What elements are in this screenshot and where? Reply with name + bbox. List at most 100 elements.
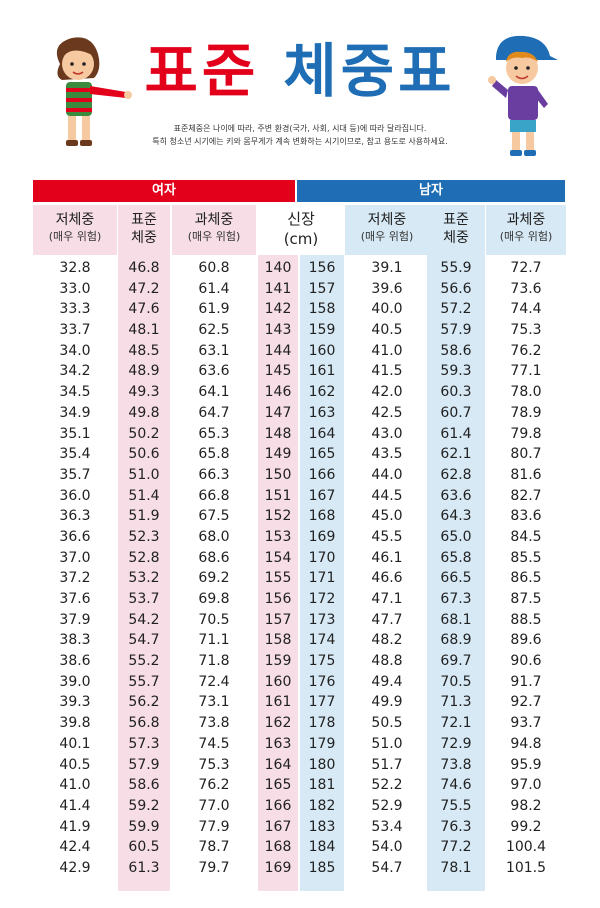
table-row: 37.9 54.2 70.5 157 173 47.7 68.1 88.5 [0, 610, 600, 631]
female-underweight-cell: 42.9 [59, 859, 91, 876]
female-overweight-cell: 76.2 [198, 777, 230, 794]
table-row: 34.0 48.5 63.1 144 160 41.0 58.6 76.2 [0, 341, 600, 362]
female-standard-header: 표준 체중 [131, 212, 157, 246]
male-overweight-cell: 85.5 [510, 549, 542, 566]
table-row: 42.9 61.3 79.7 169 185 54.7 78.1 101.5 [0, 858, 600, 879]
male-standard-cell: 75.5 [440, 797, 472, 814]
male-standard-cell: 63.6 [440, 487, 472, 504]
female-overweight-cell: 63.6 [198, 363, 230, 380]
male-underweight-cell: 40.0 [371, 301, 403, 318]
male-underweight-cell: 41.5 [371, 363, 403, 380]
male-height-cell: 173 [308, 611, 336, 628]
female-underweight-cell: 37.0 [59, 549, 91, 566]
male-underweight-cell: 45.5 [371, 528, 403, 545]
female-overweight-cell: 65.8 [198, 446, 230, 463]
female-underweight-cell: 41.0 [59, 777, 91, 794]
female-height-cell: 151 [264, 487, 292, 504]
male-overweight-cell: 79.8 [510, 425, 542, 442]
male-underweight-cell: 45.0 [371, 508, 403, 525]
height-header-bg [258, 205, 344, 255]
female-overweight-cell: 71.1 [198, 632, 230, 649]
female-overweight-cell: 67.5 [198, 508, 230, 525]
height-header: 신장 (cm) [283, 210, 319, 248]
male-standard-cell: 60.7 [440, 404, 472, 421]
table-row: 34.5 49.3 64.1 146 162 42.0 60.3 78.0 [0, 382, 600, 403]
female-underweight-cell: 39.0 [59, 673, 91, 690]
male-height-cell: 172 [308, 591, 336, 607]
female-height-cell: 145 [264, 363, 292, 380]
male-standard-cell: 77.2 [440, 839, 472, 856]
female-overweight-cell: 69.2 [198, 570, 230, 587]
male-height-cell: 168 [308, 508, 336, 525]
female-underweight-cell: 37.2 [59, 570, 91, 587]
female-overweight-cell: 74.5 [198, 735, 230, 752]
male-overweight-cell: 100.4 [505, 839, 547, 856]
female-underweight-cell: 35.1 [59, 425, 91, 442]
male-underweight-cell: 50.5 [371, 715, 403, 732]
male-underweight-cell: 49.4 [371, 673, 403, 690]
female-underweight-cell: 35.4 [59, 446, 91, 463]
female-underweight-cell: 39.3 [59, 694, 91, 711]
male-underweight-cell: 48.8 [371, 653, 403, 670]
male-underweight-cell: 43.5 [371, 446, 403, 463]
male-underweight-cell: 51.7 [371, 756, 403, 773]
female-underweight-cell: 32.8 [59, 260, 91, 276]
weight-table-body: 32.8 46.8 60.8 140 156 39.1 55.9 72.7 33.0 47.2 61… [0, 258, 600, 879]
male-overweight-cell: 73.6 [510, 280, 542, 297]
table-row: 33.7 48.1 62.5 143 159 40.5 57.9 75.3 [0, 320, 600, 341]
male-standard-cell: 71.3 [440, 694, 472, 711]
male-standard-cell: 56.6 [440, 280, 472, 297]
female-overweight-cell: 77.0 [198, 797, 230, 814]
female-underweight-cell: 33.0 [59, 280, 91, 297]
page-title: 표준 체중표 [0, 36, 600, 106]
male-underweight-cell: 44.5 [371, 487, 403, 504]
female-height-cell: 150 [264, 466, 292, 483]
male-underweight-cell: 42.5 [371, 404, 403, 421]
male-overweight-cell: 87.5 [510, 591, 542, 607]
female-overweight-cell: 70.5 [198, 611, 230, 628]
male-overweight-cell: 88.5 [510, 611, 542, 628]
male-overweight-header: 과체중 (매우 위험) [499, 212, 553, 243]
male-overweight-cell: 91.7 [510, 673, 542, 690]
female-overweight-cell: 62.5 [198, 322, 230, 339]
table-row: 34.2 48.9 63.6 145 161 41.5 59.3 77.1 [0, 361, 600, 382]
male-height-cell: 165 [308, 446, 336, 463]
female-underweight-cell: 33.3 [59, 301, 91, 318]
female-overweight-cell: 61.9 [198, 301, 230, 318]
female-standard-cell: 53.2 [128, 570, 160, 587]
male-overweight-cell: 74.4 [510, 301, 542, 318]
male-height-cell: 179 [308, 735, 336, 752]
male-height-cell: 164 [308, 425, 336, 442]
male-height-cell: 156 [308, 260, 336, 276]
female-underweight-cell: 37.9 [59, 611, 91, 628]
female-header-band: 여자 [33, 180, 295, 202]
male-standard-cell: 78.1 [440, 859, 472, 876]
male-overweight-cell: 77.1 [510, 363, 542, 380]
male-underweight-cell: 39.1 [371, 260, 403, 276]
table-row: 37.2 53.2 69.2 155 171 46.6 66.5 86.5 [0, 568, 600, 589]
female-overweight-cell: 78.7 [198, 839, 230, 856]
male-overweight-cell: 81.6 [510, 466, 542, 483]
male-height-cell: 157 [308, 280, 336, 297]
table-row: 36.0 51.4 66.8 151 167 44.5 63.6 82.7 [0, 486, 600, 507]
male-standard-cell: 67.3 [440, 591, 472, 607]
female-height-cell: 169 [264, 859, 292, 876]
female-overweight-cell: 65.3 [198, 425, 230, 442]
female-underweight-cell: 40.5 [59, 756, 91, 773]
female-standard-cell: 50.6 [128, 446, 160, 463]
table-row: 39.3 56.2 73.1 161 177 49.9 71.3 92.7 [0, 692, 600, 713]
male-overweight-cell: 82.7 [510, 487, 542, 504]
male-standard-cell: 57.2 [440, 301, 472, 318]
male-underweight-cell: 48.2 [371, 632, 403, 649]
female-height-cell: 163 [264, 735, 292, 752]
male-standard-column-bg [427, 205, 485, 891]
male-underweight-cell: 47.1 [371, 591, 403, 607]
male-standard-cell: 62.8 [440, 466, 472, 483]
female-standard-cell: 56.2 [128, 694, 160, 711]
male-standard-cell: 73.8 [440, 756, 472, 773]
female-under-header-bg [33, 205, 117, 255]
male-standard-cell: 58.6 [440, 342, 472, 359]
male-standard-cell: 65.0 [440, 528, 472, 545]
male-height-cell: 177 [308, 694, 336, 711]
female-height-cell: 155 [264, 570, 292, 587]
